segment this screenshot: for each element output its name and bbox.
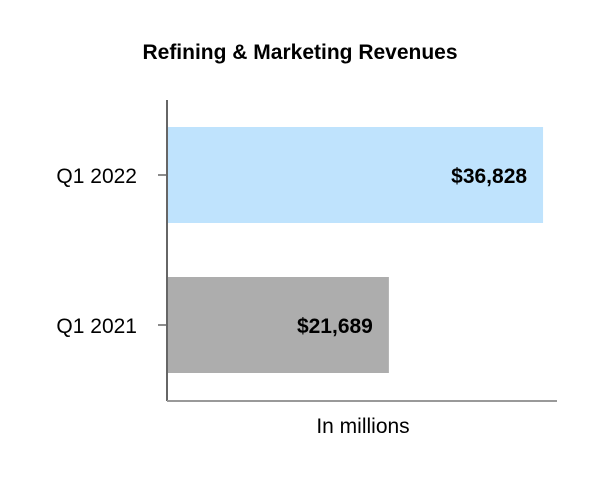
- bar-q1-2021: [168, 277, 389, 373]
- y-tick-label: Q1 2021: [56, 315, 137, 338]
- bar-q1-2022: [168, 127, 544, 223]
- y-tick-label: Q1 2022: [56, 165, 137, 188]
- x-axis-title: In millions: [316, 415, 409, 438]
- data-label: $21,689: [297, 315, 373, 338]
- data-label: $36,828: [451, 165, 527, 188]
- chart-title: Refining & Marketing Revenues: [142, 41, 457, 64]
